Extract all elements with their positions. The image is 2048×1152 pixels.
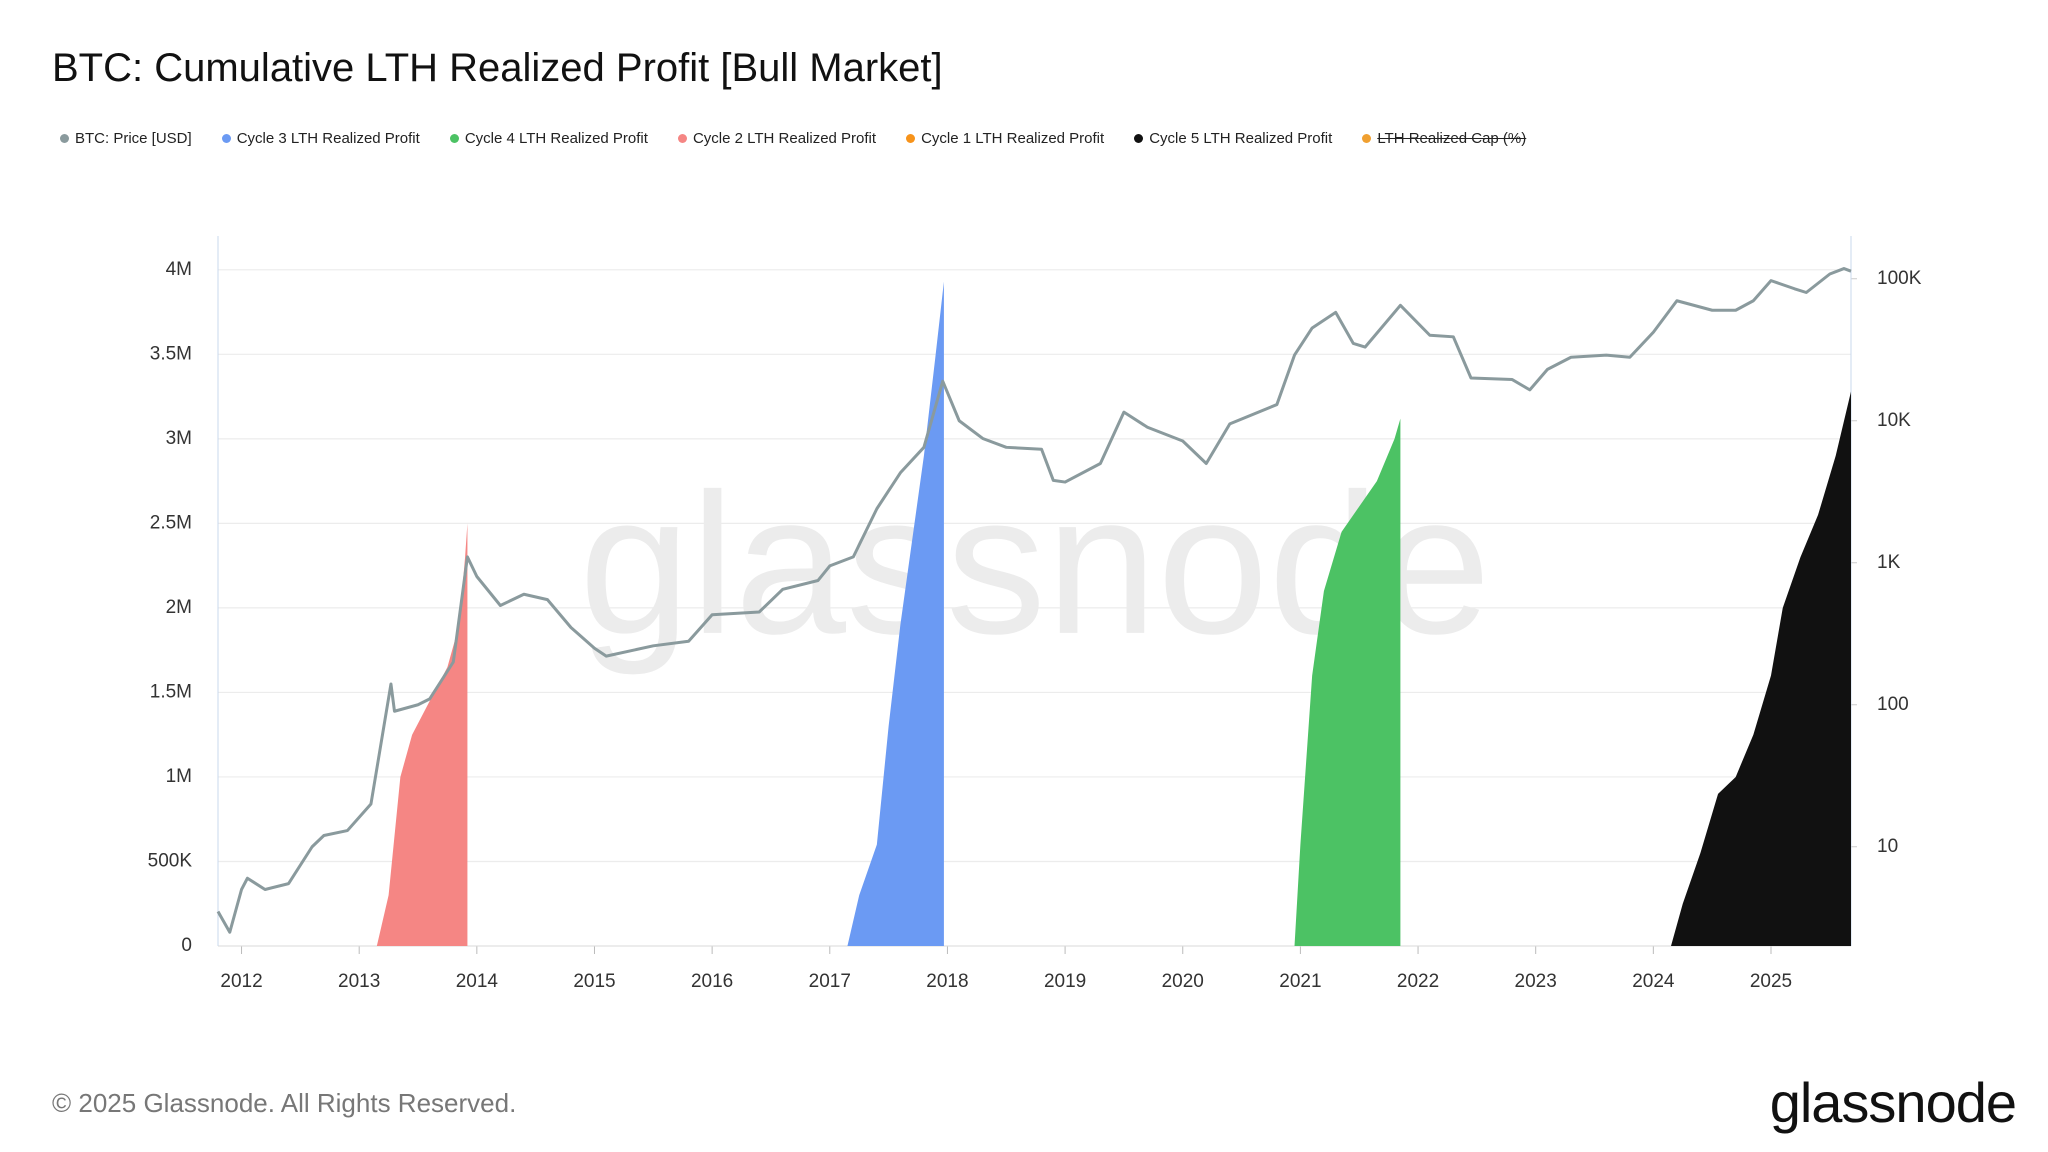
x-tick-label: 2021 [1279,971,1321,992]
y-tick-label: 500K [148,850,193,871]
chart-title: BTC: Cumulative LTH Realized Profit [Bul… [52,46,943,90]
x-tick-label: 2020 [1162,971,1204,992]
y2-tick-label: 10 [1877,836,1898,857]
area [847,281,944,947]
line [216,267,1852,934]
legend-label: Cycle 2 LTH Realized Profit [692,130,877,147]
y2-tick-label: 100 [1877,694,1909,715]
legend-swatch [677,134,687,143]
y-tick-label: 2.5M [150,512,192,533]
legend-swatch [1362,134,1372,143]
legend-swatch [449,134,459,143]
y-tick-label: 3M [166,428,192,449]
area [1294,418,1401,947]
legend-label: Cycle 3 LTH Realized Profit [236,130,420,147]
legend-item[interactable]: Cycle 4 LTH Realized Profit [449,130,648,147]
legend-item[interactable]: Cycle 3 LTH Realized Profit [221,130,420,147]
legend-swatch [1134,134,1144,143]
x-tick-label: 2025 [1750,971,1792,992]
x-tick-label: 2012 [220,971,262,992]
y-tick-label: 4M [166,259,192,280]
legend-label: BTC: Price [USD] [75,130,192,147]
x-tick-label: 2023 [1515,971,1557,992]
y-tick-label: 1.5M [150,681,192,702]
legend-item[interactable]: Cycle 5 LTH Realized Profit [1134,130,1332,147]
y2-tick-label: 100K [1877,268,1922,289]
y-tick-label: 3.5M [150,343,192,364]
legend-label: LTH Realized Cap (%) [1377,130,1527,147]
x-tick-label: 2016 [691,971,733,992]
legend-item[interactable]: Cycle 1 LTH Realized Profit [906,130,1104,147]
area [1670,391,1851,946]
x-tick-label: 2017 [809,971,851,992]
legend-swatch [221,134,231,143]
area [376,523,468,946]
y2-tick-label: 10K [1877,410,1911,431]
x-tick-label: 2019 [1044,971,1086,992]
legend-swatch [60,134,69,143]
legend: BTC: Price [USD] Cycle 3 LTH Realized Pro… [60,130,1526,147]
y-tick-label: 1M [166,766,192,787]
logo: glassnode [1769,1071,2017,1134]
legend-item[interactable]: LTH Realized Cap (%) [1362,130,1526,147]
legend-item[interactable]: Cycle 2 LTH Realized Profit [677,130,877,147]
legend-label: Cycle 5 LTH Realized Profit [1149,130,1333,147]
chart: glassnode 0500K1M1.5M2M2.5M3M3.5M4M10100… [148,236,1922,992]
footer: © 2025 Glassnode. All Rights Reserved. [52,1088,517,1118]
y-tick-label: 0 [181,935,192,956]
y-tick-label: 2M [166,597,192,618]
y2-tick-label: 1K [1877,552,1901,573]
legend-swatch [906,134,916,143]
x-tick-label: 2013 [338,971,380,992]
legend-item[interactable]: BTC: Price [USD] [60,130,192,147]
x-tick-label: 2015 [573,971,615,992]
legend-label: Cycle 1 LTH Realized Profit [921,130,1105,147]
x-tick-label: 2014 [456,971,499,992]
x-tick-label: 2018 [926,971,968,992]
x-tick-label: 2022 [1397,971,1439,992]
legend-label: Cycle 4 LTH Realized Profit [464,130,648,147]
x-tick-label: 2024 [1632,971,1675,992]
